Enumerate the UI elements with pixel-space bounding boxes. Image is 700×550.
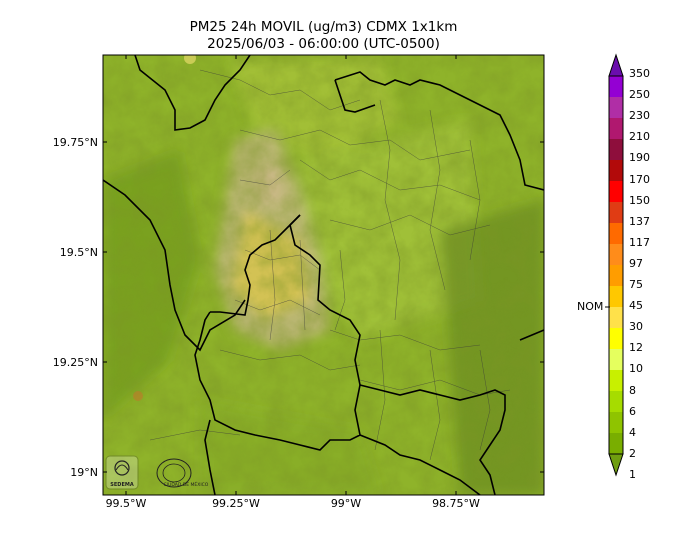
lat-label-19-5: 19.5°N xyxy=(59,246,98,259)
lat-label-19-25: 19.25°N xyxy=(52,356,98,369)
colorbar-tick-label: 1 xyxy=(629,467,636,481)
colorbar-tick-label: 350 xyxy=(629,67,650,80)
concentration-hotspot xyxy=(133,391,143,401)
map-panel: SEDEMA CIUDAD DE MÉXICO xyxy=(103,55,544,495)
colorbar-segment xyxy=(609,160,623,181)
colorbar-segment xyxy=(609,391,623,412)
colorbar-tick-label: 75 xyxy=(629,278,643,291)
colorbar-segment xyxy=(609,223,623,244)
colorbar-tick-label: 6 xyxy=(629,404,636,418)
colorbar-segment xyxy=(609,265,623,286)
colorbar xyxy=(608,53,624,477)
colorbar-tick-label: 210 xyxy=(629,130,650,144)
colorbar-tick-label: 12 xyxy=(629,341,643,355)
state-boundaries xyxy=(103,55,544,495)
colorbar-tick-label: 250 xyxy=(629,88,650,102)
colorbar-tick-label: 137 xyxy=(629,214,650,228)
cdmx-logo: CIUDAD DE MÉXICO xyxy=(156,458,209,488)
colorbar-tick-label: 117 xyxy=(629,235,650,249)
colorbar-tick-label: 150 xyxy=(629,193,650,207)
colorbar-tick-label: 8 xyxy=(629,383,636,397)
colorbar-segment xyxy=(609,202,623,223)
lat-label-19-75: 19.75°N xyxy=(52,136,98,149)
map-title: PM25 24h MOVIL (ug/m3) CDMX 1x1km xyxy=(189,19,458,35)
colorbar-segment xyxy=(609,307,623,328)
lon-label-99-5: 99.5°W xyxy=(105,497,147,510)
colorbar-tick-label: 2 xyxy=(629,446,636,460)
colorbar-segment xyxy=(609,328,623,349)
lat-label-19: 19°N xyxy=(70,466,98,479)
colorbar-tick-label: 4 xyxy=(629,425,636,439)
map-frame xyxy=(102,54,545,496)
colorbar-tick-label: 45 xyxy=(629,299,643,313)
colorbar-extend-min xyxy=(608,453,624,477)
colorbar-frame xyxy=(608,75,624,455)
colorbar-segment xyxy=(609,433,623,454)
colorbar-segment xyxy=(609,244,623,265)
colorbar-tick-label: 170 xyxy=(629,172,650,186)
colorbar-segment xyxy=(609,139,623,160)
colorbar-segment xyxy=(609,181,623,202)
concentration-hotspot-top xyxy=(184,55,196,64)
nom-label: NOM xyxy=(577,300,604,313)
terrain-hillshade xyxy=(103,55,544,495)
colorbar-extend-max xyxy=(608,53,624,77)
map-subtitle-timestamp: 2025/06/03 - 06:00:00 (UTC-0500) xyxy=(207,36,440,52)
axis-ticks xyxy=(103,55,544,495)
colorbar-segment xyxy=(609,370,623,391)
lon-label-99: 99°W xyxy=(330,497,362,510)
svg-text:SEDEMA: SEDEMA xyxy=(110,482,134,488)
colorbar-tick-label: 190 xyxy=(629,151,650,165)
colorbar-segment xyxy=(609,76,623,97)
municipal-boundaries xyxy=(149,69,511,461)
colorbar-segment xyxy=(609,286,623,307)
colorbar-tick-label: 97 xyxy=(629,256,643,270)
lon-label-98-75: 98.75°W xyxy=(432,497,480,510)
colorbar-segment xyxy=(609,412,623,433)
sedema-logo: SEDEMA xyxy=(105,455,139,490)
colorbar-segment xyxy=(609,97,623,118)
colorbar-segment xyxy=(609,118,623,139)
colorbar-tick-label: 30 xyxy=(629,320,643,334)
colorbar-segment xyxy=(609,349,623,370)
colorbar-tick-label: 10 xyxy=(629,362,643,376)
lon-label-99-25: 99.25°W xyxy=(212,497,260,510)
colorbar-tick-label: 230 xyxy=(629,109,650,123)
svg-text:CIUDAD DE MÉXICO: CIUDAD DE MÉXICO xyxy=(164,480,209,488)
